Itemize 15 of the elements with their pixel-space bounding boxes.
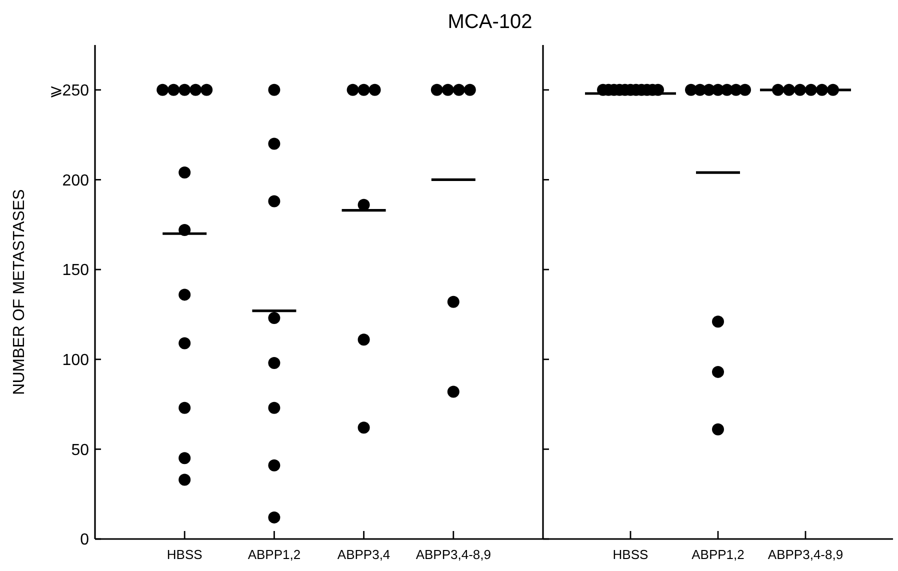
x-tick-label: ABPP1,2 xyxy=(248,547,301,562)
x-tick-label: ABPP3,4-8,9 xyxy=(768,547,844,562)
y-tick-label: 200 xyxy=(62,172,90,190)
chart-title: MCA-102 xyxy=(448,11,532,33)
y-tick-label: 150 xyxy=(62,262,90,280)
y-tick-label: 100 xyxy=(62,352,90,369)
x-tick-label: ABPP3,4 xyxy=(337,547,390,562)
y-tick-label: 50 xyxy=(71,442,90,459)
x-tick-label: ABPP1,2 xyxy=(692,547,744,562)
y-tick-label: 0 xyxy=(80,532,90,549)
x-tick-label: HBSS xyxy=(612,547,649,562)
x-tick-label: ABPP3,4-8,9 xyxy=(416,547,491,562)
x-tick-label: HBSS xyxy=(166,547,203,562)
y-tick-label: ⩾250 xyxy=(49,82,90,100)
y-axis-title: NUMBER OF METASTASES xyxy=(11,189,28,395)
